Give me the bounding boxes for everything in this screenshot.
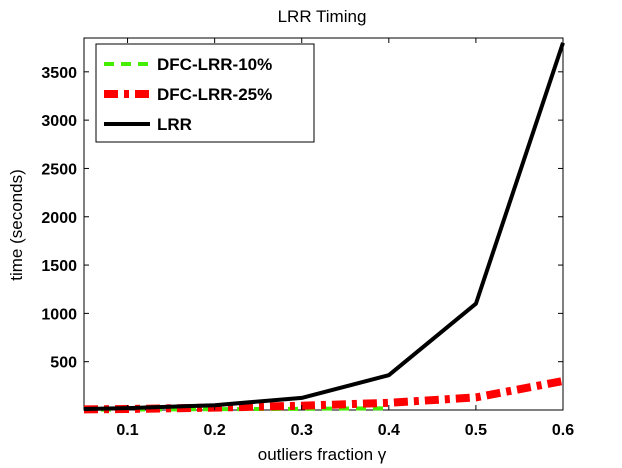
y-tick-label: 500 xyxy=(50,355,77,372)
y-tick-label: 1000 xyxy=(41,306,77,323)
legend-items: DFC-LRR-10% DFC-LRR-25% LRR xyxy=(104,55,272,134)
legend-label: DFC-LRR-25% xyxy=(157,85,272,104)
x-tick-label: 0.6 xyxy=(552,422,574,439)
legend-label: LRR xyxy=(157,115,192,134)
x-tick-label: 0.2 xyxy=(204,422,226,439)
x-axis-label: outliers fraction γ xyxy=(258,445,387,464)
x-tick-label: 0.3 xyxy=(291,422,313,439)
x-tick-label: 0.5 xyxy=(465,422,487,439)
legend: DFC-LRR-10% DFC-LRR-25% LRR xyxy=(95,43,315,143)
y-tick-label: 1500 xyxy=(41,258,77,275)
y-tick-label: 3500 xyxy=(41,65,77,82)
plot-area: 0.1 0.2 0.3 0.4 0.5 0.6 500 1000 1500 2000 2500 300… xyxy=(41,37,574,439)
x-tick-label: 0.4 xyxy=(378,422,400,439)
series-line-dfc-lrr-25 xyxy=(83,377,564,414)
y-tick-label: 2000 xyxy=(41,210,77,227)
x-tick-label: 0.1 xyxy=(116,422,138,439)
y-tick-label: 3000 xyxy=(41,113,77,130)
chart-title: LRR Timing xyxy=(278,7,367,26)
y-axis-label: time (seconds) xyxy=(7,169,26,280)
series-line-dfc-lrr-10 xyxy=(83,406,389,412)
y-tick-label: 2500 xyxy=(41,161,77,178)
legend-label: DFC-LRR-10% xyxy=(157,55,272,74)
tick-layer: 0.1 0.2 0.3 0.4 0.5 0.6 500 1000 1500 2000 2500 300… xyxy=(41,38,574,439)
